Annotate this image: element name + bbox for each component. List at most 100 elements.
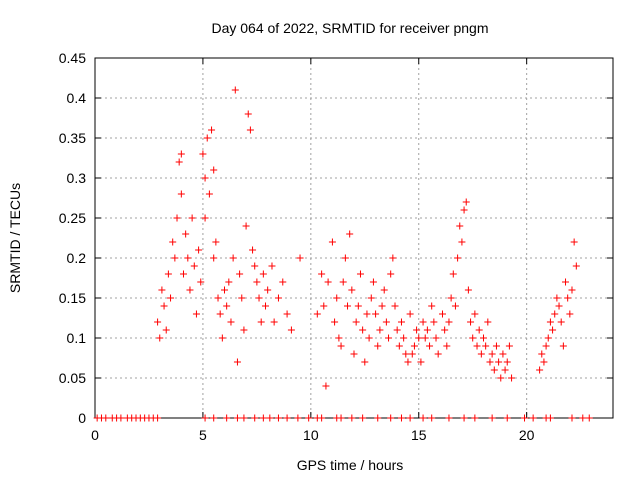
data-point xyxy=(486,358,494,366)
data-point xyxy=(322,382,330,390)
data-point xyxy=(508,374,516,382)
data-point xyxy=(233,358,241,366)
data-point xyxy=(456,222,464,230)
data-point-zero xyxy=(259,414,267,422)
y-axis-label: SRMTID / TECUs xyxy=(7,183,23,293)
data-point xyxy=(348,286,356,294)
data-point xyxy=(367,294,375,302)
data-point xyxy=(482,342,490,350)
data-point xyxy=(544,334,552,342)
data-point xyxy=(313,310,321,318)
data-point xyxy=(540,358,548,366)
data-point xyxy=(199,150,207,158)
data-point xyxy=(404,358,412,366)
data-point xyxy=(177,190,185,198)
data-point-zero xyxy=(337,414,345,422)
data-point xyxy=(171,254,179,262)
data-point xyxy=(475,326,483,334)
data-point-zero xyxy=(374,414,382,422)
data-point xyxy=(182,230,190,238)
data-point xyxy=(380,286,388,294)
y-tick-label: 0.35 xyxy=(59,130,86,146)
data-point xyxy=(391,302,399,310)
data-point xyxy=(279,278,287,286)
data-point xyxy=(438,310,446,318)
data-point xyxy=(192,310,200,318)
data-point xyxy=(244,110,252,118)
data-point xyxy=(451,302,459,310)
data-point xyxy=(458,238,466,246)
data-point xyxy=(557,318,565,326)
data-point-zero xyxy=(546,414,554,422)
data-point xyxy=(559,342,567,350)
data-point xyxy=(320,302,328,310)
data-point xyxy=(221,286,228,294)
data-point xyxy=(501,366,509,374)
data-point xyxy=(227,318,235,326)
data-point xyxy=(480,334,487,342)
y-tick-label: 0.45 xyxy=(59,50,86,66)
data-point xyxy=(251,262,259,270)
data-point-zero xyxy=(233,414,241,422)
data-point xyxy=(214,294,222,302)
data-point-zero xyxy=(251,414,259,422)
data-point xyxy=(363,310,371,318)
data-point xyxy=(393,326,401,334)
data-point xyxy=(283,310,291,318)
data-point-zero xyxy=(503,414,511,422)
data-point-zero xyxy=(117,414,125,422)
data-point-zero xyxy=(488,414,496,422)
data-point-zero xyxy=(568,414,576,422)
data-point xyxy=(408,350,416,358)
data-point-zero xyxy=(294,414,302,422)
data-point xyxy=(179,270,187,278)
data-point-zero xyxy=(579,414,587,422)
data-point xyxy=(238,294,246,302)
data-point xyxy=(274,294,282,302)
y-tick-label: 0.05 xyxy=(59,370,86,386)
data-point xyxy=(190,262,198,270)
data-point-zero xyxy=(428,414,436,422)
data-point-zero xyxy=(445,414,453,422)
data-point xyxy=(449,270,457,278)
data-point xyxy=(378,302,386,310)
data-point xyxy=(352,318,360,326)
data-point xyxy=(262,302,270,310)
data-point-zero xyxy=(387,414,395,422)
data-point xyxy=(208,126,216,134)
x-tick-label: 15 xyxy=(411,427,427,443)
data-point xyxy=(473,342,481,350)
data-point xyxy=(441,326,449,334)
data-point xyxy=(257,318,265,326)
data-point xyxy=(415,334,423,342)
data-point xyxy=(432,334,440,342)
data-point-zero xyxy=(201,414,209,422)
data-point-zero xyxy=(154,414,162,422)
data-point xyxy=(264,286,272,294)
data-point xyxy=(385,334,393,342)
y-tick-label: 0.3 xyxy=(67,170,87,186)
data-point xyxy=(203,134,211,142)
data-point xyxy=(160,302,168,310)
x-tick-label: 10 xyxy=(303,427,319,443)
data-point xyxy=(236,270,244,278)
data-point xyxy=(423,326,431,334)
data-point-zero xyxy=(460,414,468,422)
data-point xyxy=(538,350,546,358)
data-point xyxy=(242,222,250,230)
y-tick-label: 0 xyxy=(78,410,86,426)
data-point xyxy=(253,278,261,286)
data-point xyxy=(374,342,382,350)
data-point xyxy=(376,326,384,334)
grid-lines xyxy=(95,58,613,418)
data-point-zero xyxy=(359,414,367,422)
data-point-zero xyxy=(585,414,593,422)
data-point xyxy=(205,190,213,198)
data-point xyxy=(443,342,451,350)
data-point xyxy=(406,310,414,318)
data-point xyxy=(387,270,395,278)
data-point-zero xyxy=(397,414,405,422)
data-point xyxy=(210,166,218,174)
data-point xyxy=(218,334,226,342)
data-point xyxy=(296,254,304,262)
